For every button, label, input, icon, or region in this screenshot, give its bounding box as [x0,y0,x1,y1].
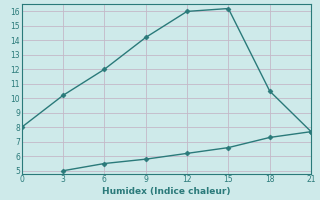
X-axis label: Humidex (Indice chaleur): Humidex (Indice chaleur) [102,187,231,196]
